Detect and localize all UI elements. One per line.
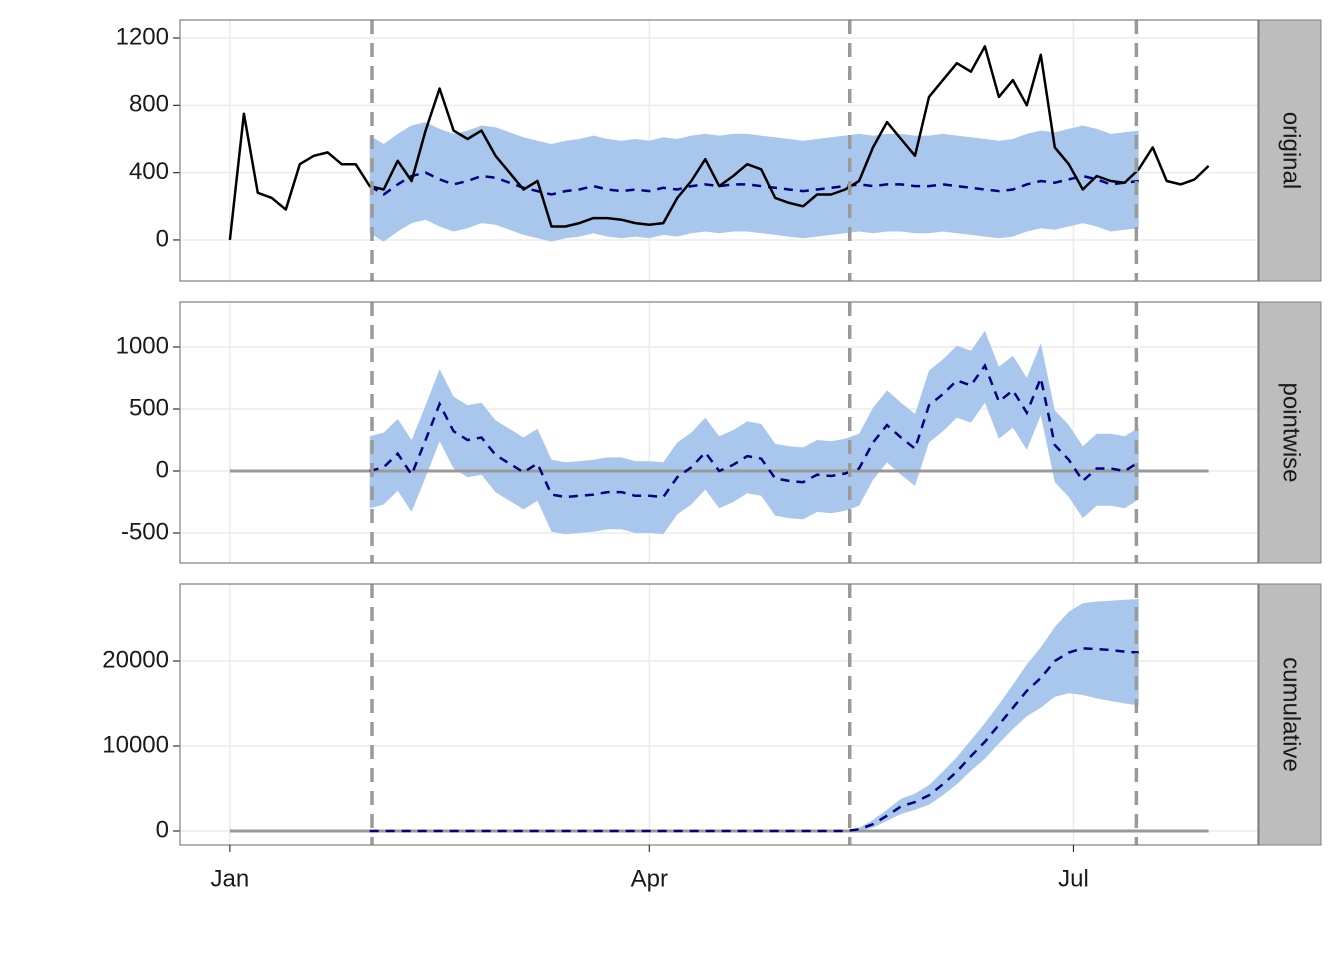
y-tick-label: 500 <box>129 394 169 421</box>
strip <box>1258 301 1322 564</box>
x-tick-label: Apr <box>631 865 668 892</box>
panel-background <box>180 302 1258 563</box>
observed-line <box>228 45 1210 241</box>
y-tick-label: 800 <box>129 91 169 118</box>
y-tick-label: 1000 <box>116 332 169 359</box>
strip-label: pointwise <box>1278 382 1305 482</box>
y-tick-label: 1200 <box>116 23 169 50</box>
y-tick-label: 0 <box>156 225 169 252</box>
prediction-line <box>369 647 1139 833</box>
strip <box>1258 19 1322 282</box>
strip <box>1258 583 1322 846</box>
panel-border <box>179 583 1259 846</box>
y-tick-label: 0 <box>156 456 169 483</box>
panel-border <box>179 19 1259 282</box>
y-tick-label: -500 <box>121 518 169 545</box>
confidence-band <box>369 330 1139 535</box>
y-tick-label: 0 <box>156 816 169 843</box>
y-tick-label: 10000 <box>102 731 169 758</box>
prediction-line <box>369 171 1139 196</box>
strip-label: cumulative <box>1278 657 1305 772</box>
x-tick-label: Jul <box>1058 865 1089 892</box>
y-tick-label: 400 <box>129 158 169 185</box>
x-tick-label: Jan <box>211 865 250 892</box>
confidence-band <box>369 122 1139 242</box>
y-tick-label: 20000 <box>102 646 169 673</box>
confidence-band <box>369 599 1139 831</box>
panel-border <box>179 301 1259 564</box>
strip-label: original <box>1278 112 1305 189</box>
